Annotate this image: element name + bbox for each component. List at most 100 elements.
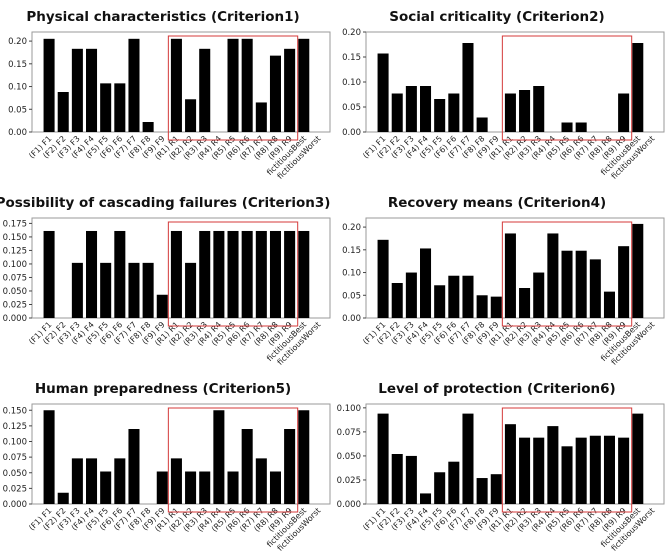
bar: [269, 230, 281, 318]
bar: [213, 410, 225, 504]
bar: [71, 48, 83, 133]
bar: [561, 250, 573, 318]
bar: [462, 275, 474, 318]
bar: [533, 86, 545, 132]
bar: [391, 283, 403, 318]
y-tick-label: 0.175: [3, 219, 27, 229]
bar: [589, 435, 601, 504]
bar: [255, 458, 267, 504]
bar: [241, 429, 253, 504]
y-tick-label: 0.05: [342, 291, 361, 301]
y-tick-label: 0.075: [337, 428, 361, 438]
bar: [420, 248, 432, 318]
bar: [128, 262, 140, 318]
bar: [71, 458, 83, 504]
chart-title: Human preparedness (Criterion5): [35, 381, 291, 397]
bar: [170, 230, 182, 318]
bar: [128, 38, 140, 133]
y-tick-label: 0.025: [3, 300, 27, 310]
bar: [142, 122, 154, 132]
bar: [43, 230, 55, 318]
y-tick-label: 0.100: [3, 260, 27, 270]
bar: [199, 471, 211, 504]
bar: [269, 55, 281, 132]
bar: [618, 93, 630, 132]
bar: [86, 458, 98, 504]
bar: [377, 413, 389, 504]
y-tick-label: 0.10: [8, 83, 27, 93]
bar: [519, 90, 531, 132]
chart-svg: Human preparedness (Criterion5) 0.000 0.02…: [3, 381, 331, 553]
bar: [533, 437, 545, 504]
bar: [185, 471, 197, 504]
bar: [462, 43, 474, 132]
chart-title: Social criticality (Criterion2): [389, 9, 604, 25]
bar: [284, 429, 296, 504]
bar: [504, 424, 516, 504]
bar: [114, 230, 126, 318]
bar: [448, 275, 460, 318]
y-tick-label: 0.20: [342, 28, 361, 38]
bar: [86, 230, 98, 318]
chart-panel-criterion2: Social criticality (Criterion2) 0.00 0.05 0…: [334, 0, 668, 186]
bar: [519, 288, 531, 318]
bar: [490, 296, 502, 318]
bar: [100, 262, 112, 318]
y-tick-label: 0.100: [3, 438, 27, 448]
chart-panel-criterion4: Recovery means (Criterion4) 0.00 0.05 0.10 0…: [334, 186, 668, 372]
y-tick-label: 0.00: [342, 128, 361, 138]
bar: [618, 437, 630, 504]
bar: [575, 122, 587, 132]
bar: [575, 250, 587, 318]
highlight-box: [167, 407, 299, 513]
bar: [448, 93, 460, 132]
bar: [185, 99, 197, 132]
highlight-box: [501, 407, 633, 513]
y-tick-label: 0.150: [3, 233, 27, 243]
bar: [156, 294, 168, 318]
bar: [603, 435, 615, 504]
y-tick-label: 0.050: [337, 452, 361, 462]
y-tick-label: 0.125: [3, 246, 27, 256]
highlight-box: [167, 35, 299, 141]
y-tick-label: 0.10: [342, 78, 361, 88]
bar: [86, 48, 98, 133]
y-tick-label: 0.000: [3, 500, 27, 510]
y-tick-label: 0.000: [337, 500, 361, 510]
chart-title: Possibility of cascading failures (Crite…: [0, 195, 330, 211]
y-tick-label: 0.15: [342, 53, 361, 63]
bar: [114, 458, 126, 504]
bar: [100, 471, 112, 504]
bar: [284, 48, 296, 133]
chart-panel-criterion3: Possibility of cascading failures (Crite…: [0, 186, 334, 372]
chart-title: Level of protection (Criterion6): [378, 381, 615, 397]
bar: [71, 262, 83, 318]
bar: [128, 429, 140, 504]
bar: [561, 122, 573, 132]
bar: [298, 410, 310, 504]
bar: [156, 471, 168, 504]
y-tick-label: 0.20: [342, 223, 361, 233]
y-tick-label: 0.075: [3, 273, 27, 283]
bar: [298, 230, 310, 318]
chart-svg: Social criticality (Criterion2) 0.00 0.05 0…: [342, 9, 665, 181]
y-tick-label: 0.025: [337, 476, 361, 486]
bar: [561, 446, 573, 504]
bar: [632, 43, 644, 132]
bar: [391, 93, 403, 132]
chart-panel-criterion1: Physical characteristics (Criterion1) 0.0…: [0, 0, 334, 186]
y-tick-label: 0.15: [342, 246, 361, 256]
bar: [185, 262, 197, 318]
y-tick-label: 0.00: [342, 314, 361, 324]
chart-svg: Possibility of cascading failures (Crite…: [0, 195, 331, 367]
bar: [391, 454, 403, 504]
chart-panel-criterion6: Level of protection (Criterion6) 0.000 0.0…: [334, 372, 668, 558]
bar: [434, 472, 446, 504]
y-tick-label: 0.100: [337, 404, 361, 414]
chart-svg: Recovery means (Criterion4) 0.00 0.05 0.10 0…: [342, 195, 665, 367]
bar: [255, 102, 267, 132]
bar: [170, 458, 182, 504]
bar: [43, 38, 55, 133]
bar: [533, 272, 545, 318]
y-tick-label: 0.15: [8, 60, 27, 70]
